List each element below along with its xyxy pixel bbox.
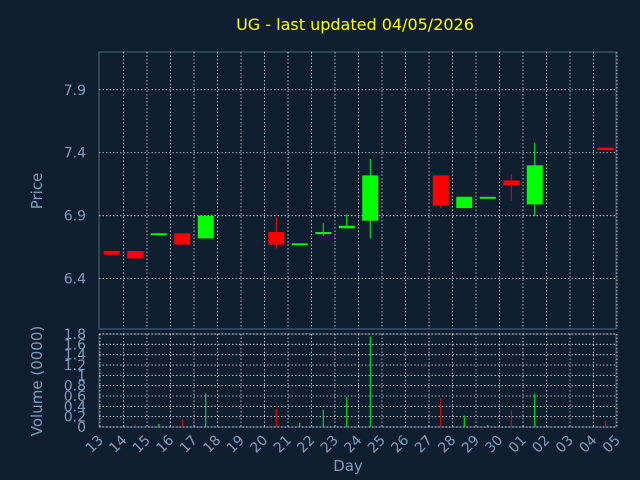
price-tick-label: 7.4 xyxy=(64,146,86,162)
candle-body xyxy=(315,232,332,235)
volume-tick-label: 0 xyxy=(77,420,86,436)
x-axis: 13 14 15 16 17 18 19 20 21 22 23 24 25 26 27 28 29 30 01 02… xyxy=(83,432,624,456)
candle xyxy=(362,159,379,239)
volume-grid xyxy=(99,333,618,428)
volume-tick-label: 1.6 xyxy=(64,337,86,353)
candle-body xyxy=(432,175,449,206)
price-tick-label: 6.4 xyxy=(64,272,86,288)
volume-tick-label: 1.4 xyxy=(64,348,86,364)
candle xyxy=(597,147,614,151)
candle-body xyxy=(127,250,144,259)
volume-panel-frame xyxy=(98,333,617,428)
candle-body xyxy=(197,215,214,239)
candle-body xyxy=(526,165,543,205)
candle-body xyxy=(456,196,473,209)
candle xyxy=(526,142,543,216)
candle-body xyxy=(338,225,355,229)
candle-body xyxy=(291,243,308,246)
candle xyxy=(338,214,355,229)
candles xyxy=(103,142,614,259)
volume-tick-label: 0.8 xyxy=(64,379,86,395)
volume-tick-label: 0.2 xyxy=(64,410,86,426)
volume-y-axis: 00.20.40.60.811.21.41.61.8 xyxy=(64,327,86,436)
volume-tick-label: 0.4 xyxy=(64,399,86,415)
price-axis-label: Price xyxy=(28,173,46,210)
x-axis-label: Day xyxy=(333,457,363,475)
candle xyxy=(127,250,144,259)
candle xyxy=(432,175,449,209)
candle xyxy=(315,223,332,236)
candle-body xyxy=(479,196,496,199)
candle xyxy=(456,196,473,209)
volume-bars xyxy=(111,336,606,427)
volume-tick-label: 1 xyxy=(77,368,86,384)
candle xyxy=(150,233,167,236)
candle-body xyxy=(103,250,120,255)
price-panel-frame xyxy=(98,51,617,330)
price-tick-label: 7.9 xyxy=(64,83,86,99)
price-tick-label: 6.9 xyxy=(64,209,86,225)
candle xyxy=(103,250,120,255)
price-grid xyxy=(99,52,618,329)
price-y-axis: 6.4 6.9 7.4 7.9 xyxy=(64,83,86,288)
candle xyxy=(503,174,520,201)
candle xyxy=(174,233,191,245)
volume-tick-label: 1.2 xyxy=(64,358,86,374)
candle-body xyxy=(503,180,520,186)
candle xyxy=(197,215,214,239)
volume-tick-label: 0.6 xyxy=(64,389,86,405)
candle-body xyxy=(268,232,285,245)
candle-body xyxy=(597,147,614,151)
volume-axis-label: Volume (0000) xyxy=(28,326,46,436)
chart-title: UG - last updated 04/05/2026 xyxy=(236,15,474,34)
candle-body xyxy=(174,233,191,245)
candle-body xyxy=(150,233,167,236)
volume-tick-label: 1.8 xyxy=(64,327,86,343)
candle xyxy=(268,216,285,249)
candle xyxy=(479,196,496,199)
candle-body xyxy=(362,175,379,221)
candle xyxy=(291,243,308,246)
